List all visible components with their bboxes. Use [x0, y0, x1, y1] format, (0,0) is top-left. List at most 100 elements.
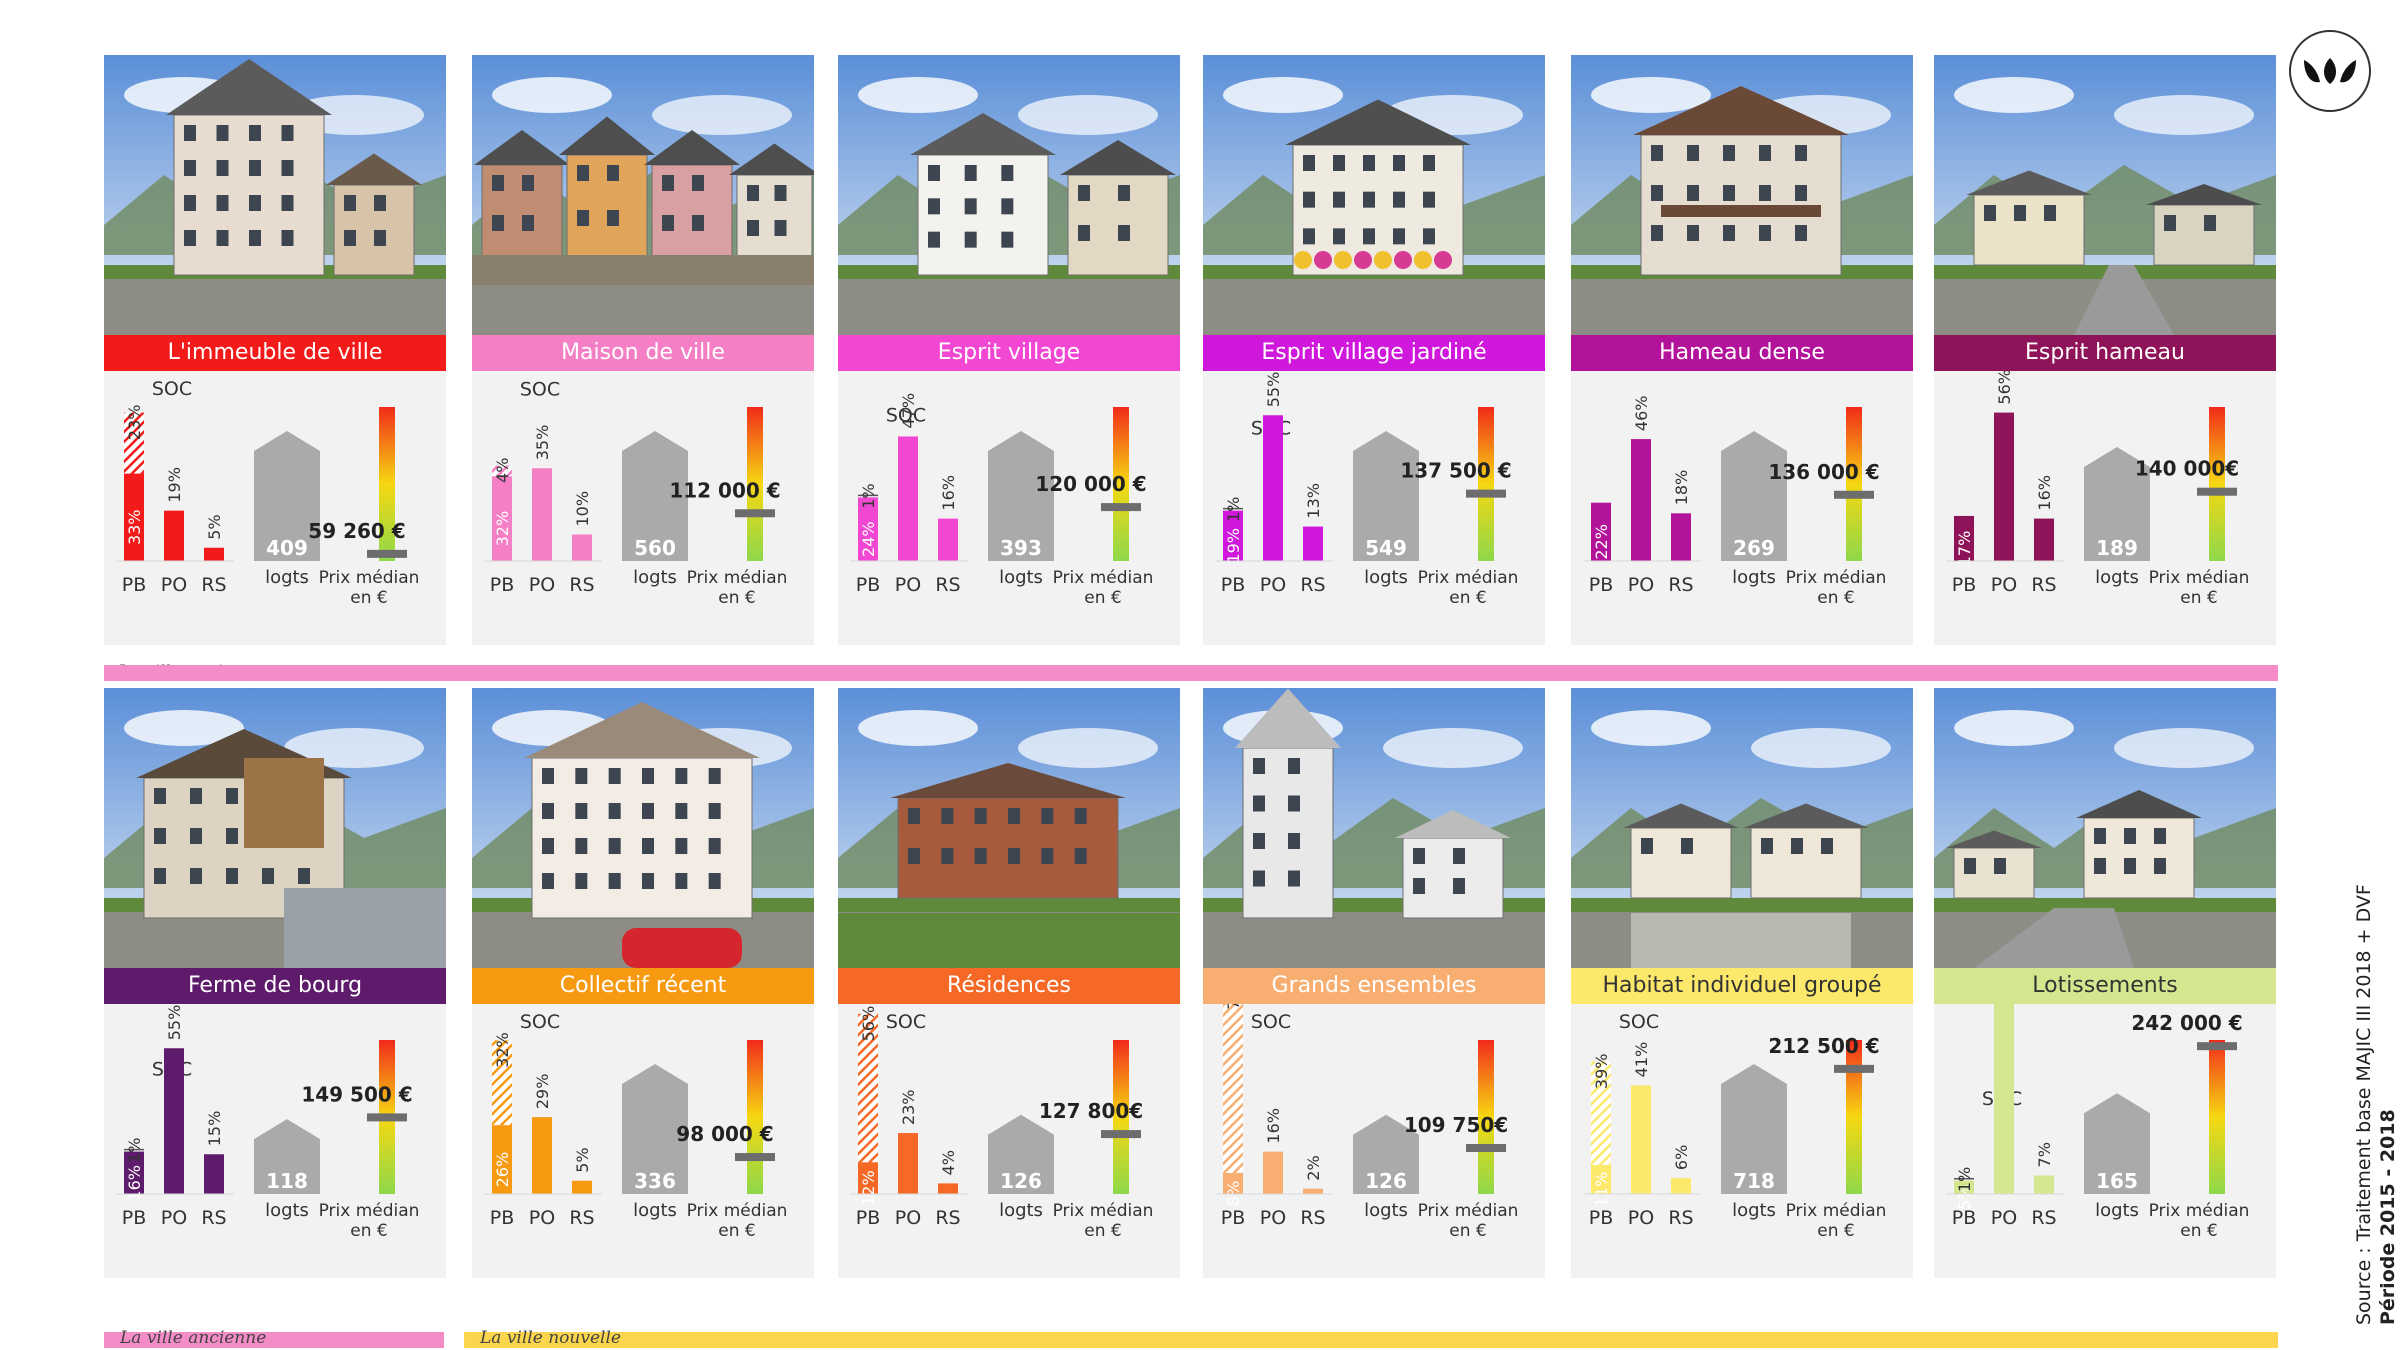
- typology-card: Esprit village jardiné19%1%SOC55%13%PBPO…: [1203, 55, 1545, 645]
- window: [1118, 185, 1130, 201]
- window: [184, 195, 196, 211]
- cloud: [1018, 728, 1158, 768]
- rs-label: RS: [1300, 574, 1325, 596]
- typology-title: L'immeuble de ville: [104, 335, 446, 371]
- cloud: [652, 95, 792, 135]
- window: [708, 873, 721, 889]
- dwelling-house-shape: [2084, 447, 2150, 561]
- roof: [559, 116, 655, 155]
- typology-photo: [838, 55, 1180, 335]
- window: [692, 215, 704, 231]
- price-label: Prix médian: [319, 1201, 420, 1221]
- window: [492, 175, 504, 191]
- window: [974, 808, 987, 824]
- po-bar: [1631, 439, 1651, 561]
- window: [642, 873, 654, 889]
- window: [190, 868, 202, 884]
- window: [281, 160, 294, 176]
- price-marker: [367, 1113, 407, 1122]
- po-bar: [532, 1117, 552, 1194]
- logts-label: logts: [1364, 1200, 1408, 1221]
- window: [1759, 185, 1771, 201]
- ground: [838, 275, 1180, 335]
- logts-value: 560: [634, 536, 676, 560]
- window: [1761, 838, 1773, 854]
- window: [1723, 185, 1735, 201]
- po-bar: [1994, 1004, 2014, 1194]
- rs-value: 15%: [205, 1111, 224, 1147]
- window: [2154, 858, 2166, 874]
- typology-photo: [1571, 688, 1913, 968]
- roof: [474, 130, 570, 165]
- rs-label: RS: [935, 1207, 960, 1229]
- window: [577, 165, 589, 181]
- roof: [1946, 830, 2042, 848]
- soc-value: 1%: [1224, 497, 1243, 522]
- rs-bar: [1303, 526, 1323, 561]
- rs-label: RS: [1668, 574, 1693, 596]
- window: [1363, 228, 1375, 245]
- window: [522, 215, 534, 231]
- rs-label: RS: [569, 574, 594, 596]
- soc-bar: [1591, 1061, 1611, 1165]
- price-marker: [1101, 1130, 1141, 1139]
- window: [908, 808, 920, 824]
- ground: [104, 275, 446, 335]
- window: [675, 768, 688, 784]
- logts-value: 126: [1365, 1169, 1407, 1193]
- po-label: PO: [1260, 1207, 1286, 1229]
- median-price-value: 109 750€: [1404, 1113, 1508, 1137]
- window: [154, 868, 166, 884]
- typology-photo: [1934, 55, 2276, 335]
- window: [964, 165, 977, 181]
- pb-value: 33%: [125, 509, 144, 545]
- house: [2153, 204, 2255, 266]
- flower: [1294, 251, 1312, 269]
- soc-bar: [858, 1013, 878, 1163]
- po-bar: [898, 1133, 918, 1194]
- po-value: 23%: [899, 1089, 918, 1125]
- window: [522, 175, 534, 191]
- band-old-bottom: [104, 1332, 444, 1348]
- cloud: [2114, 95, 2254, 135]
- cloud: [1018, 95, 1158, 135]
- band-old-top: [104, 665, 2278, 681]
- logts-label: logts: [2095, 1200, 2139, 1221]
- po-label: PO: [529, 1207, 555, 1229]
- price-unit-label: en €: [1817, 1221, 1854, 1241]
- rs-label: RS: [1300, 1207, 1325, 1229]
- rs-bar: [572, 534, 592, 561]
- median-price-value: 212 500 €: [1768, 1034, 1879, 1058]
- window: [216, 230, 229, 246]
- pb-bar: [1591, 1164, 1611, 1194]
- po-bar: [1994, 412, 2014, 561]
- window: [1001, 198, 1014, 215]
- window: [1687, 185, 1699, 201]
- po-bar: [898, 436, 918, 561]
- typology-photo: [472, 55, 814, 335]
- typology-card: Ferme de bourg16%1%SOC55%15%PBPORS118log…: [104, 688, 446, 1278]
- window: [1687, 145, 1699, 161]
- fence: [284, 888, 446, 968]
- window: [344, 195, 356, 211]
- rs-bar: [1303, 1188, 1323, 1194]
- logts-label: logts: [1364, 567, 1408, 588]
- price-label: Prix médian: [1786, 568, 1887, 588]
- price-gauge: [1478, 407, 1494, 561]
- rs-bar: [1671, 1178, 1691, 1194]
- pb-label: PB: [122, 574, 147, 596]
- window: [1795, 185, 1807, 201]
- red-car: [622, 928, 742, 968]
- typology-card: Esprit village 24% 1% SOC 47% 16% PB PO RS 393 log…: [838, 55, 1180, 645]
- window: [1078, 225, 1090, 241]
- window: [1994, 858, 2006, 874]
- soc-value: 72%: [1224, 1004, 1243, 1010]
- po-bar: [1263, 1151, 1283, 1194]
- cloud: [1223, 77, 1343, 113]
- soc-bar: [492, 465, 512, 477]
- price-marker: [2197, 1042, 2237, 1051]
- rs-value: 4%: [939, 1150, 958, 1175]
- window: [928, 198, 940, 215]
- price-marker: [735, 509, 775, 518]
- po-value: 29%: [533, 1074, 552, 1110]
